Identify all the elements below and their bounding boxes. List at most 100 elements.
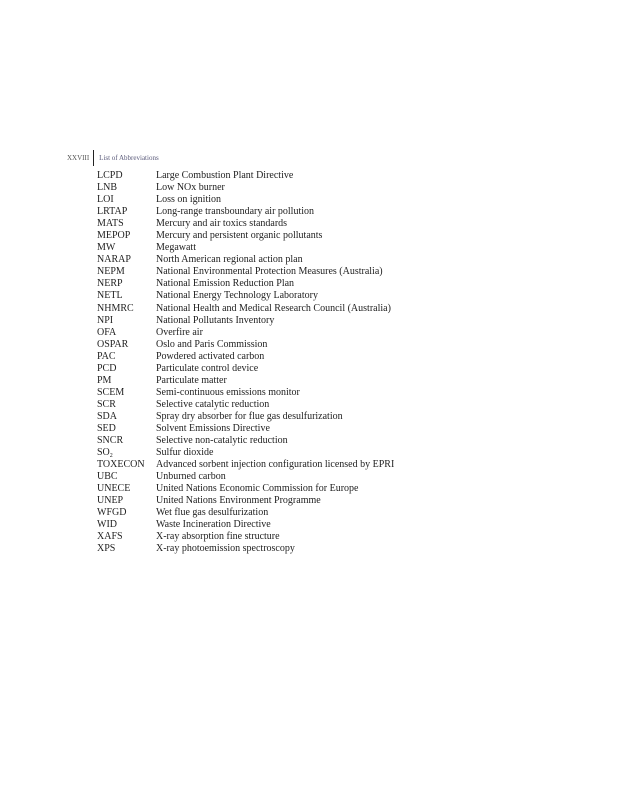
abbreviation-row: NHMRC National Health and Medical Researc… [97, 303, 394, 315]
abbreviation-row: UNECE United Nations Economic Commission … [97, 483, 394, 495]
abbreviation-row: OSPAR Oslo and Paris Commission [97, 339, 394, 351]
abbreviation-definition: Powdered activated carbon [156, 350, 265, 362]
abbreviation-term: UNEP [97, 495, 156, 507]
abbreviation-row: LNB Low NOx burner [97, 182, 394, 194]
abbreviation-term: MATS [97, 218, 156, 230]
abbreviation-row: SNCR Selective non-catalytic reduction [97, 435, 394, 447]
abbreviation-row: UNEP United Nations Environment Programme [97, 495, 394, 507]
abbreviation-text: SCR [97, 398, 116, 410]
abbreviation-text: NARAP [97, 254, 131, 266]
abbreviation-definition: Unburned carbon [156, 471, 226, 483]
abbreviation-term: SO2 [97, 447, 156, 459]
abbreviation-text: PAC [97, 350, 116, 362]
abbreviation-row: MATS Mercury and air toxics standards [97, 218, 394, 230]
abbreviation-text: MATS [97, 218, 124, 230]
abbreviation-definition: National Environmental Protection Measur… [156, 266, 383, 278]
abbreviation-term: NHMRC [97, 303, 156, 315]
abbreviation-definition: X-ray photoemission spectroscopy [156, 543, 295, 555]
abbreviation-definition: Semi-continuous emissions monitor [156, 386, 300, 398]
abbreviation-term: WID [97, 519, 156, 531]
abbreviation-row: MEPOP Mercury and persistent organic poll… [97, 230, 394, 242]
abbreviation-term: PCD [97, 363, 156, 375]
abbreviation-text: NETL [97, 290, 123, 302]
abbreviation-row: MW Megawatt [97, 242, 394, 254]
abbreviation-definition: Long-range transboundary air pollution [156, 206, 315, 218]
abbreviation-term: UNECE [97, 483, 156, 495]
abbreviation-text: PM [97, 374, 112, 386]
abbreviation-text: SED [97, 422, 116, 434]
page-number: XXVIII [67, 154, 90, 162]
abbreviation-term: SNCR [97, 435, 156, 447]
abbreviation-row: OFA Overfire air [97, 327, 394, 339]
abbreviation-text: NERP [97, 278, 123, 290]
abbreviation-definition: Oslo and Paris Commission [156, 338, 268, 350]
abbreviation-term: NETL [97, 290, 156, 302]
abbreviation-definition: United Nations Economic Commission for E… [156, 483, 359, 495]
abbreviation-definition: Particulate matter [156, 374, 227, 386]
abbreviation-row: XPS X-ray photoemission spectroscopy [97, 543, 394, 555]
abbreviation-row: WFGD Wet flue gas desulfurization [97, 507, 394, 519]
abbreviation-term: NPI [97, 315, 156, 327]
abbreviation-text: NPI [97, 314, 114, 326]
abbreviation-definition: Particulate control device [156, 362, 259, 374]
abbreviation-row: UBC Unburned carbon [97, 471, 394, 483]
abbreviation-definition: Loss on ignition [156, 194, 222, 206]
abbreviation-term: SDA [97, 411, 156, 423]
abbreviation-row: PM Particulate matter [97, 375, 394, 387]
abbreviation-term: UBC [97, 471, 156, 483]
abbreviation-term: NERP [97, 278, 156, 290]
abbreviation-term: MEPOP [97, 230, 156, 242]
abbreviation-definition: National Energy Technology Laboratory [156, 290, 318, 302]
abbreviation-row: SCR Selective catalytic reduction [97, 399, 394, 411]
abbreviation-definition: National Pollutants Inventory [156, 314, 275, 326]
abbreviation-text: XAFS [97, 531, 123, 543]
abbreviation-term: LCPD [97, 170, 156, 182]
abbreviation-term: SED [97, 423, 156, 435]
abbreviation-term: XAFS [97, 531, 156, 543]
abbreviation-text: WID [97, 519, 117, 531]
abbreviation-text: LCPD [97, 170, 123, 181]
abbreviation-definition: United Nations Environment Programme [156, 495, 321, 507]
abbreviation-text: SO [97, 447, 110, 459]
abbreviation-text: SCEM [97, 386, 125, 398]
abbreviation-row: SO2 Sulfur dioxide [97, 447, 394, 459]
abbreviation-term: NARAP [97, 254, 156, 266]
header-divider [93, 150, 95, 166]
abbreviation-definition: National Health and Medical Research Cou… [156, 302, 391, 314]
abbreviation-definition: Solvent Emissions Directive [156, 422, 270, 434]
abbreviation-term: PM [97, 375, 156, 387]
section-title: List of Abbreviations [99, 154, 159, 162]
abbreviation-definition: Waste Incineration Directive [156, 519, 271, 531]
abbreviation-definition: Megawatt [156, 242, 196, 254]
abbreviation-row: SCEM Semi-continuous emissions monitor [97, 387, 394, 399]
abbreviation-definition: X-ray absorption fine structure [156, 531, 280, 543]
abbreviation-row: NERP National Emission Reduction Plan [97, 278, 394, 290]
abbreviation-term: SCEM [97, 387, 156, 399]
abbreviation-row: WID Waste Incineration Directive [97, 519, 394, 531]
abbreviation-definition: Spray dry absorber for flue gas desulfur… [156, 410, 343, 422]
abbreviation-term: MW [97, 242, 156, 254]
abbreviation-term: LOI [97, 194, 156, 206]
abbreviation-list: LCPD Large Combustion Plant Directive LNB L… [97, 170, 394, 556]
abbreviation-definition: Large Combustion Plant Directive [156, 170, 294, 181]
abbreviation-text: SNCR [97, 435, 124, 447]
abbreviation-row: PCD Particulate control device [97, 363, 394, 375]
abbreviation-text: LRTAP [97, 206, 128, 218]
abbreviation-term: OFA [97, 327, 156, 339]
abbreviation-row: PAC Powdered activated carbon [97, 351, 394, 363]
abbreviation-term: LRTAP [97, 206, 156, 218]
abbreviation-definition: Mercury and air toxics standards [156, 218, 288, 230]
abbreviation-term: SCR [97, 399, 156, 411]
abbreviation-definition: Mercury and persistent organic pollutant… [156, 230, 323, 242]
abbreviation-text: MW [97, 242, 116, 254]
abbreviation-text: TOXECON [97, 459, 145, 471]
abbreviation-definition: Selective non-catalytic reduction [156, 435, 288, 447]
abbreviation-row: NETL National Energy Technology Laborator… [97, 290, 394, 302]
abbreviation-text: WFGD [97, 507, 127, 519]
abbreviation-text: LOI [97, 194, 114, 206]
abbreviation-text: XPS [97, 543, 116, 555]
abbreviation-definition: National Emission Reduction Plan [156, 278, 295, 290]
abbreviation-row: LCPD Large Combustion Plant Directive [97, 170, 394, 182]
abbreviation-definition: Low NOx burner [156, 182, 225, 194]
abbreviation-definition: Overfire air [156, 326, 203, 338]
